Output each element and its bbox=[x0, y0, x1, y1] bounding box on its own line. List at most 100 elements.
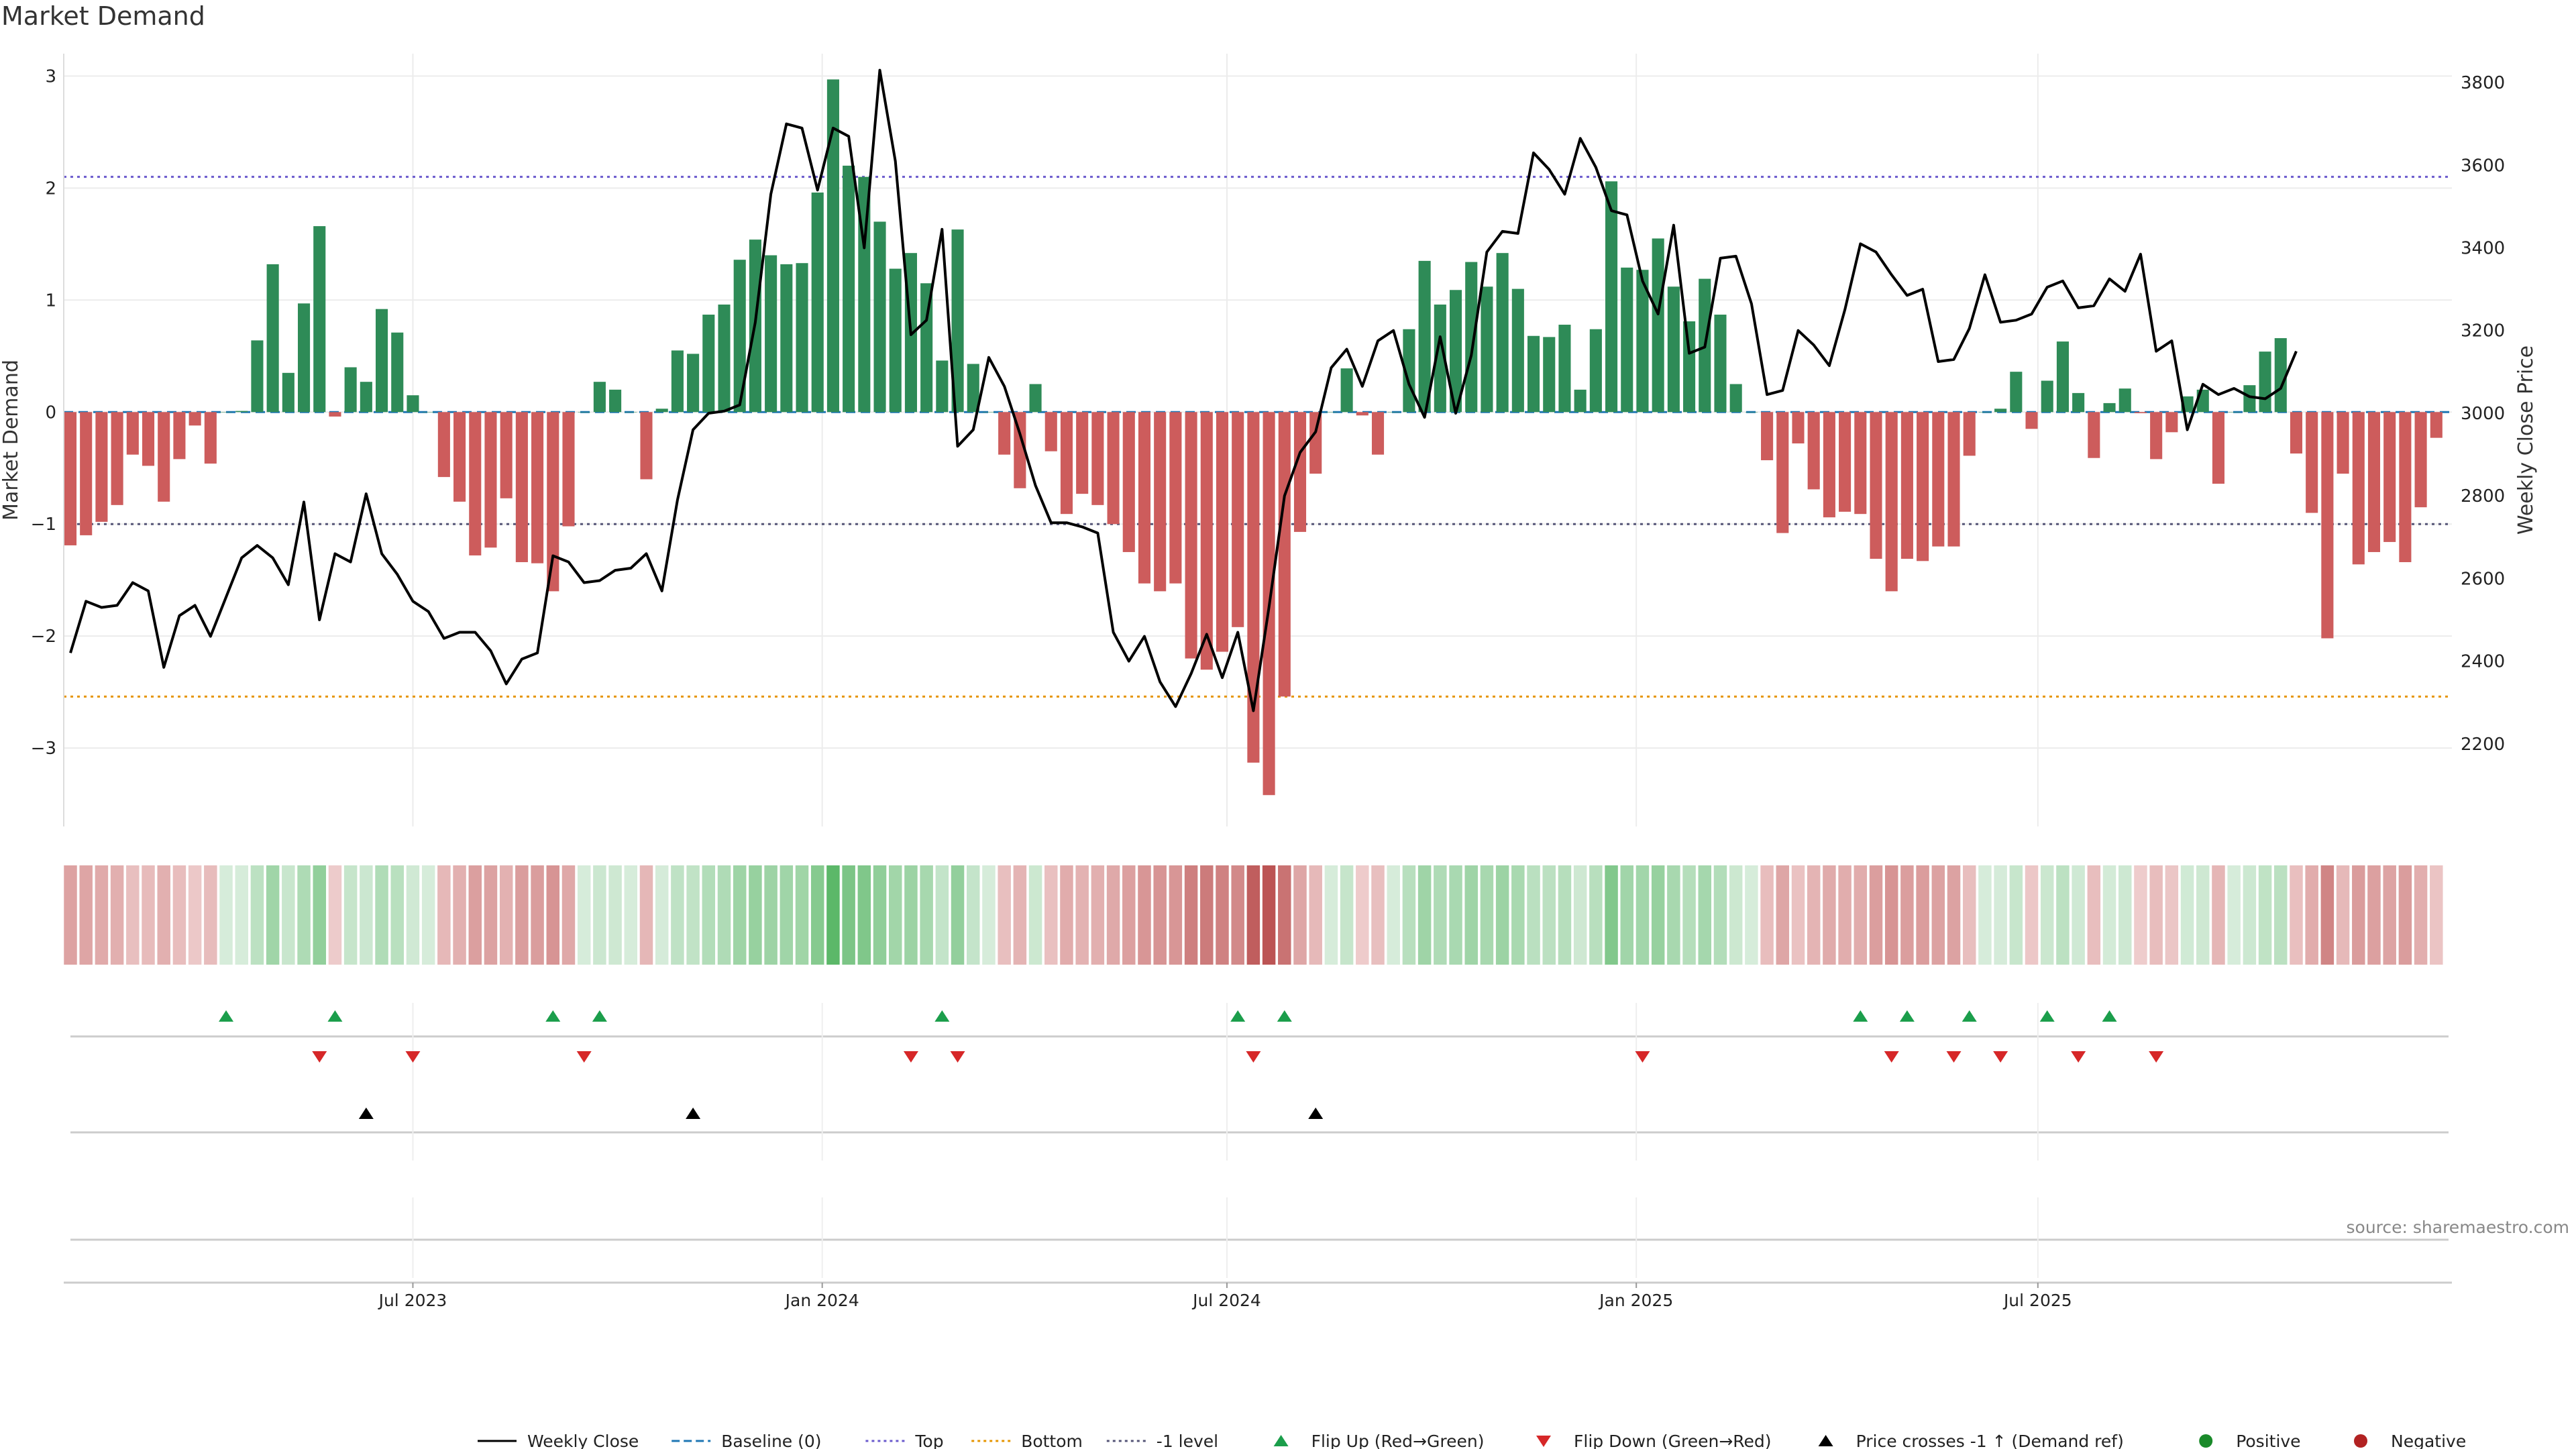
heat-cell bbox=[717, 865, 731, 965]
left-tick-label: 2 bbox=[45, 178, 56, 199]
demand-bar bbox=[1449, 290, 1462, 413]
demand-bar bbox=[1683, 321, 1696, 413]
heat-cell bbox=[79, 865, 93, 965]
heat-cell bbox=[780, 865, 794, 965]
heat-cell bbox=[390, 865, 404, 965]
heat-cell bbox=[515, 865, 529, 965]
heat-cell bbox=[1356, 865, 1369, 965]
demand-bar bbox=[1185, 412, 1197, 659]
heat-cell bbox=[375, 865, 388, 965]
legend-swatch bbox=[1818, 1435, 1833, 1446]
demand-bar bbox=[702, 315, 715, 413]
demand-bar bbox=[2010, 372, 2023, 413]
heat-cell bbox=[1635, 865, 1650, 965]
heat-cell bbox=[1791, 865, 1805, 965]
legend-label: Price crosses -1 ↑ (Demand ref) bbox=[1856, 1432, 2124, 1449]
demand-bar bbox=[329, 412, 341, 417]
heat-cell bbox=[671, 865, 684, 965]
demand-bar bbox=[1667, 286, 1680, 413]
demand-bar bbox=[1293, 412, 1307, 532]
right-tick-label: 3200 bbox=[2461, 321, 2505, 341]
demand-bar bbox=[2290, 412, 2303, 454]
heat-cell bbox=[967, 865, 980, 965]
heat-cell bbox=[2414, 865, 2428, 965]
flip-up-marker bbox=[934, 1010, 950, 1022]
demand-bar bbox=[2072, 392, 2085, 413]
demand-bar bbox=[1122, 412, 1135, 552]
demand-bar bbox=[593, 382, 606, 413]
right-tick-label: 2200 bbox=[2461, 735, 2505, 755]
heat-cell bbox=[360, 865, 373, 965]
demand-bar bbox=[282, 372, 294, 413]
demand-bar bbox=[1387, 412, 1400, 413]
demand-bar bbox=[1870, 412, 1882, 559]
demand-bar bbox=[251, 340, 264, 413]
demand-bar bbox=[2337, 412, 2349, 474]
demand-bar bbox=[1076, 412, 1089, 494]
heat-cell bbox=[935, 865, 949, 965]
heat-cell bbox=[2118, 865, 2132, 965]
flip-up-marker bbox=[327, 1010, 343, 1022]
heat-cell bbox=[2009, 865, 2023, 965]
demand-bar bbox=[1621, 267, 1633, 413]
demand-bar bbox=[266, 264, 279, 413]
flip-down-marker bbox=[1884, 1051, 1899, 1063]
heat-cell bbox=[1434, 865, 1447, 965]
demand-bar bbox=[796, 263, 808, 413]
left-tick-label: 3 bbox=[45, 66, 56, 87]
demand-bar bbox=[562, 412, 575, 527]
demand-bar bbox=[1029, 384, 1042, 413]
flip-up-marker bbox=[1962, 1010, 1977, 1022]
flip-down-marker bbox=[2149, 1051, 2164, 1063]
heat-cell bbox=[1651, 865, 1665, 965]
x-axis: Jul 2023 Jan 2024 Jul 2024 Jan 2025 Jul 2025 bbox=[64, 1281, 2452, 1310]
heat-cell bbox=[1216, 865, 1229, 965]
heat-cell bbox=[188, 865, 202, 965]
heat-cell bbox=[904, 865, 918, 965]
demand-bar bbox=[515, 412, 528, 562]
demand-bar bbox=[1823, 412, 1835, 518]
flip-up-marker bbox=[219, 1010, 234, 1022]
demand-bar bbox=[967, 364, 979, 413]
demand-bar bbox=[718, 304, 731, 413]
demand-bar bbox=[1574, 389, 1587, 413]
heat-cell bbox=[1682, 865, 1696, 965]
x-tick-label: Jul 2025 bbox=[2002, 1291, 2072, 1310]
heat-cell bbox=[1947, 865, 1961, 965]
demand-bar bbox=[733, 260, 746, 413]
heat-cell bbox=[1480, 865, 1494, 965]
heat-cell bbox=[624, 865, 638, 965]
heat-cell bbox=[1713, 865, 1727, 965]
demand-bar bbox=[1232, 412, 1244, 627]
demand-bar bbox=[2025, 412, 2038, 429]
demand-bar bbox=[189, 412, 201, 426]
demand-bar bbox=[1978, 412, 1991, 413]
demand-bar bbox=[2212, 412, 2225, 484]
heat-cell bbox=[1278, 865, 1291, 965]
heat-cell bbox=[1916, 865, 1929, 965]
heat-cell bbox=[2102, 865, 2116, 965]
demand-bar bbox=[2306, 412, 2318, 513]
demand-bar bbox=[1091, 412, 1104, 505]
flip-up-marker bbox=[1230, 1010, 1246, 1022]
demand-bar bbox=[1543, 337, 1556, 413]
demand-bar bbox=[625, 412, 637, 413]
heat-cell bbox=[2352, 865, 2365, 965]
heat-cell bbox=[1854, 865, 1868, 965]
demand-bar bbox=[1636, 270, 1649, 413]
demand-bar bbox=[158, 412, 170, 502]
demand-bar bbox=[936, 360, 949, 413]
demand-bar bbox=[2367, 412, 2381, 552]
demand-bar bbox=[1138, 412, 1151, 584]
demand-bar bbox=[811, 193, 824, 413]
heat-cell bbox=[1776, 865, 1790, 965]
heat-cell bbox=[219, 865, 233, 965]
demand-bar bbox=[1325, 412, 1338, 413]
demand-bar bbox=[1060, 412, 1073, 515]
flip-up-marker bbox=[2039, 1010, 2055, 1022]
axes: 3 2 1 0 −1 −2 −3 3800 3600 3400 3200 3000 2800 2600 24… bbox=[0, 54, 2538, 826]
heat-cell bbox=[1091, 865, 1105, 965]
heat-cell bbox=[1106, 865, 1120, 965]
legend-label: Flip Up (Red→Green) bbox=[1311, 1432, 1485, 1449]
demand-bar bbox=[2118, 388, 2131, 413]
